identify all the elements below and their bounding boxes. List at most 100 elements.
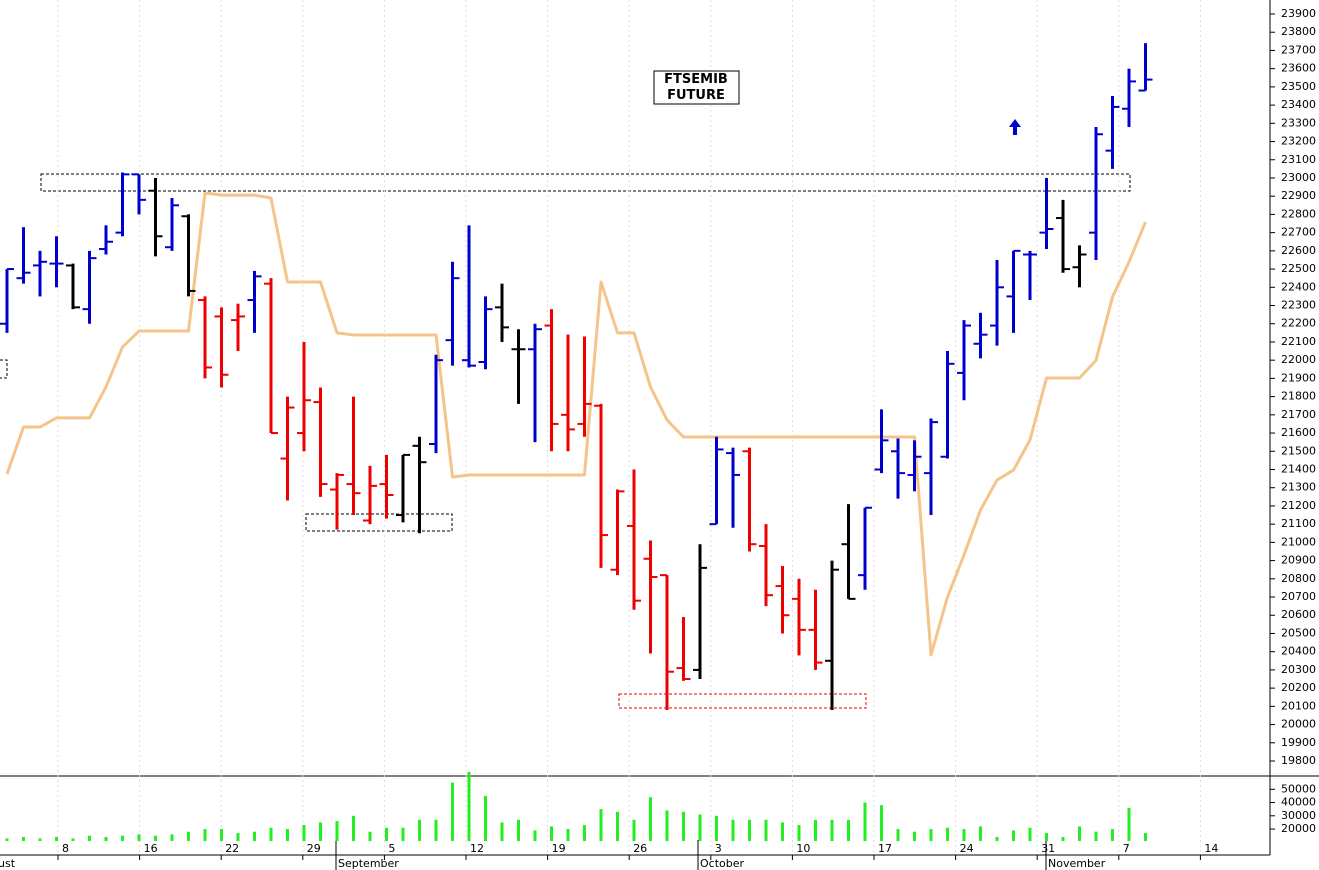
y-tick-label: 23000 (1281, 171, 1316, 184)
volume-bar (731, 819, 735, 841)
y-tick-label: 23200 (1281, 135, 1316, 148)
month-label: ust (0, 857, 16, 870)
y-tick-label: 20100 (1281, 699, 1316, 712)
y-tick-label: 21800 (1281, 390, 1316, 403)
x-tick-label: 22 (225, 842, 239, 855)
volume-bar (71, 838, 75, 841)
y-tick-label: 20400 (1281, 645, 1316, 658)
y-tick-label: 23100 (1281, 153, 1316, 166)
y-tick-label: 20500 (1281, 626, 1316, 639)
month-label: October (700, 857, 744, 870)
y-tick-label: 22300 (1281, 299, 1316, 312)
volume-bar (467, 772, 471, 841)
y-tick-label: 22900 (1281, 189, 1316, 202)
resistance-box (40, 173, 1131, 192)
y-tick-label: 22500 (1281, 262, 1316, 275)
y-tick-label: 23600 (1281, 62, 1316, 75)
x-tick-label: 8 (62, 842, 69, 855)
volume-bar (929, 829, 933, 841)
volume-bar (368, 831, 372, 841)
y2-tick-label: 30000 (1281, 809, 1316, 822)
volume-bar (698, 814, 702, 841)
y-tick-label: 19900 (1281, 736, 1316, 749)
volume-bar (220, 829, 223, 841)
volume-bar (1045, 833, 1048, 841)
x-tick-label: 31 (1041, 842, 1055, 855)
y-tick-label: 22100 (1281, 335, 1316, 348)
volume-bar (1127, 807, 1131, 841)
month-label: September (338, 857, 399, 870)
volume-bar (500, 822, 504, 841)
volume-bar (847, 819, 850, 841)
y-tick-label: 20600 (1281, 608, 1316, 621)
y-tick-label: 22200 (1281, 317, 1316, 330)
y-tick-label: 23700 (1281, 43, 1316, 56)
volume-bar (946, 827, 949, 841)
volume-bar (533, 830, 537, 841)
title-box (653, 70, 740, 105)
x-tick-label: 12 (470, 842, 484, 855)
stop-line (5, 191, 1147, 657)
y-tick-label: 23400 (1281, 98, 1316, 111)
volume-bar (88, 835, 91, 841)
up-arrow (1009, 119, 1021, 135)
x-tick-label: 26 (633, 842, 647, 855)
volume-bar (517, 819, 520, 841)
x-tick-label: 16 (144, 842, 158, 855)
y-tick-label: 20000 (1281, 718, 1316, 731)
volume-bar (1012, 830, 1015, 841)
y-tick-label: 20800 (1281, 572, 1316, 585)
volume-bar (830, 819, 834, 841)
x-tick-label: 3 (715, 842, 722, 855)
y-tick-label: 21400 (1281, 462, 1316, 475)
x-tick-label: 10 (796, 842, 810, 855)
volume-bar (22, 837, 25, 841)
y-tick-label: 21200 (1281, 499, 1316, 512)
y-tick-label: 21300 (1281, 481, 1316, 494)
y-tick-label: 21900 (1281, 371, 1316, 384)
volume-bar (302, 825, 306, 841)
y-tick-label: 21000 (1281, 535, 1316, 548)
volume-bar (187, 831, 190, 841)
support-box (305, 513, 453, 532)
volume-bar (38, 838, 42, 841)
y-tick-label: 23300 (1281, 116, 1316, 129)
volume-bar (1094, 831, 1098, 841)
volume-bar (665, 810, 669, 841)
volume-bar (401, 827, 405, 841)
x-tick-label: 19 (552, 842, 566, 855)
y-tick-label: 21100 (1281, 517, 1316, 530)
volume-bar (335, 821, 339, 841)
volume-bar (550, 826, 553, 841)
volume-bar (1061, 837, 1065, 841)
volume-bar (913, 831, 916, 841)
y-tick-label: 20900 (1281, 554, 1316, 567)
volume-bar (319, 822, 322, 841)
y-tick-label: 22800 (1281, 207, 1316, 220)
volume-bar (599, 809, 603, 841)
y-tick-label: 22000 (1281, 353, 1316, 366)
y-tick-label: 23500 (1281, 80, 1316, 93)
y-tick-label: 22700 (1281, 226, 1316, 239)
volume-bar (781, 822, 784, 841)
x-tick-label: 29 (307, 842, 321, 855)
volume-bar (385, 827, 388, 841)
volume-bar (5, 838, 9, 841)
x-tick-label: 5 (388, 842, 395, 855)
volume-bar (236, 833, 240, 841)
edge-box (0, 359, 8, 379)
y-tick-label: 22600 (1281, 244, 1316, 257)
y-tick-label: 21500 (1281, 444, 1316, 457)
volume-bar (137, 834, 141, 841)
y-tick-label: 21700 (1281, 408, 1316, 421)
volume-bar (104, 837, 108, 841)
y-tick-label: 20200 (1281, 681, 1316, 694)
x-tick-label: 17 (878, 842, 892, 855)
volume-bar (632, 819, 636, 841)
y-tick-label: 23800 (1281, 25, 1316, 38)
volume-bar (1111, 829, 1114, 841)
volume-bar (418, 819, 421, 841)
